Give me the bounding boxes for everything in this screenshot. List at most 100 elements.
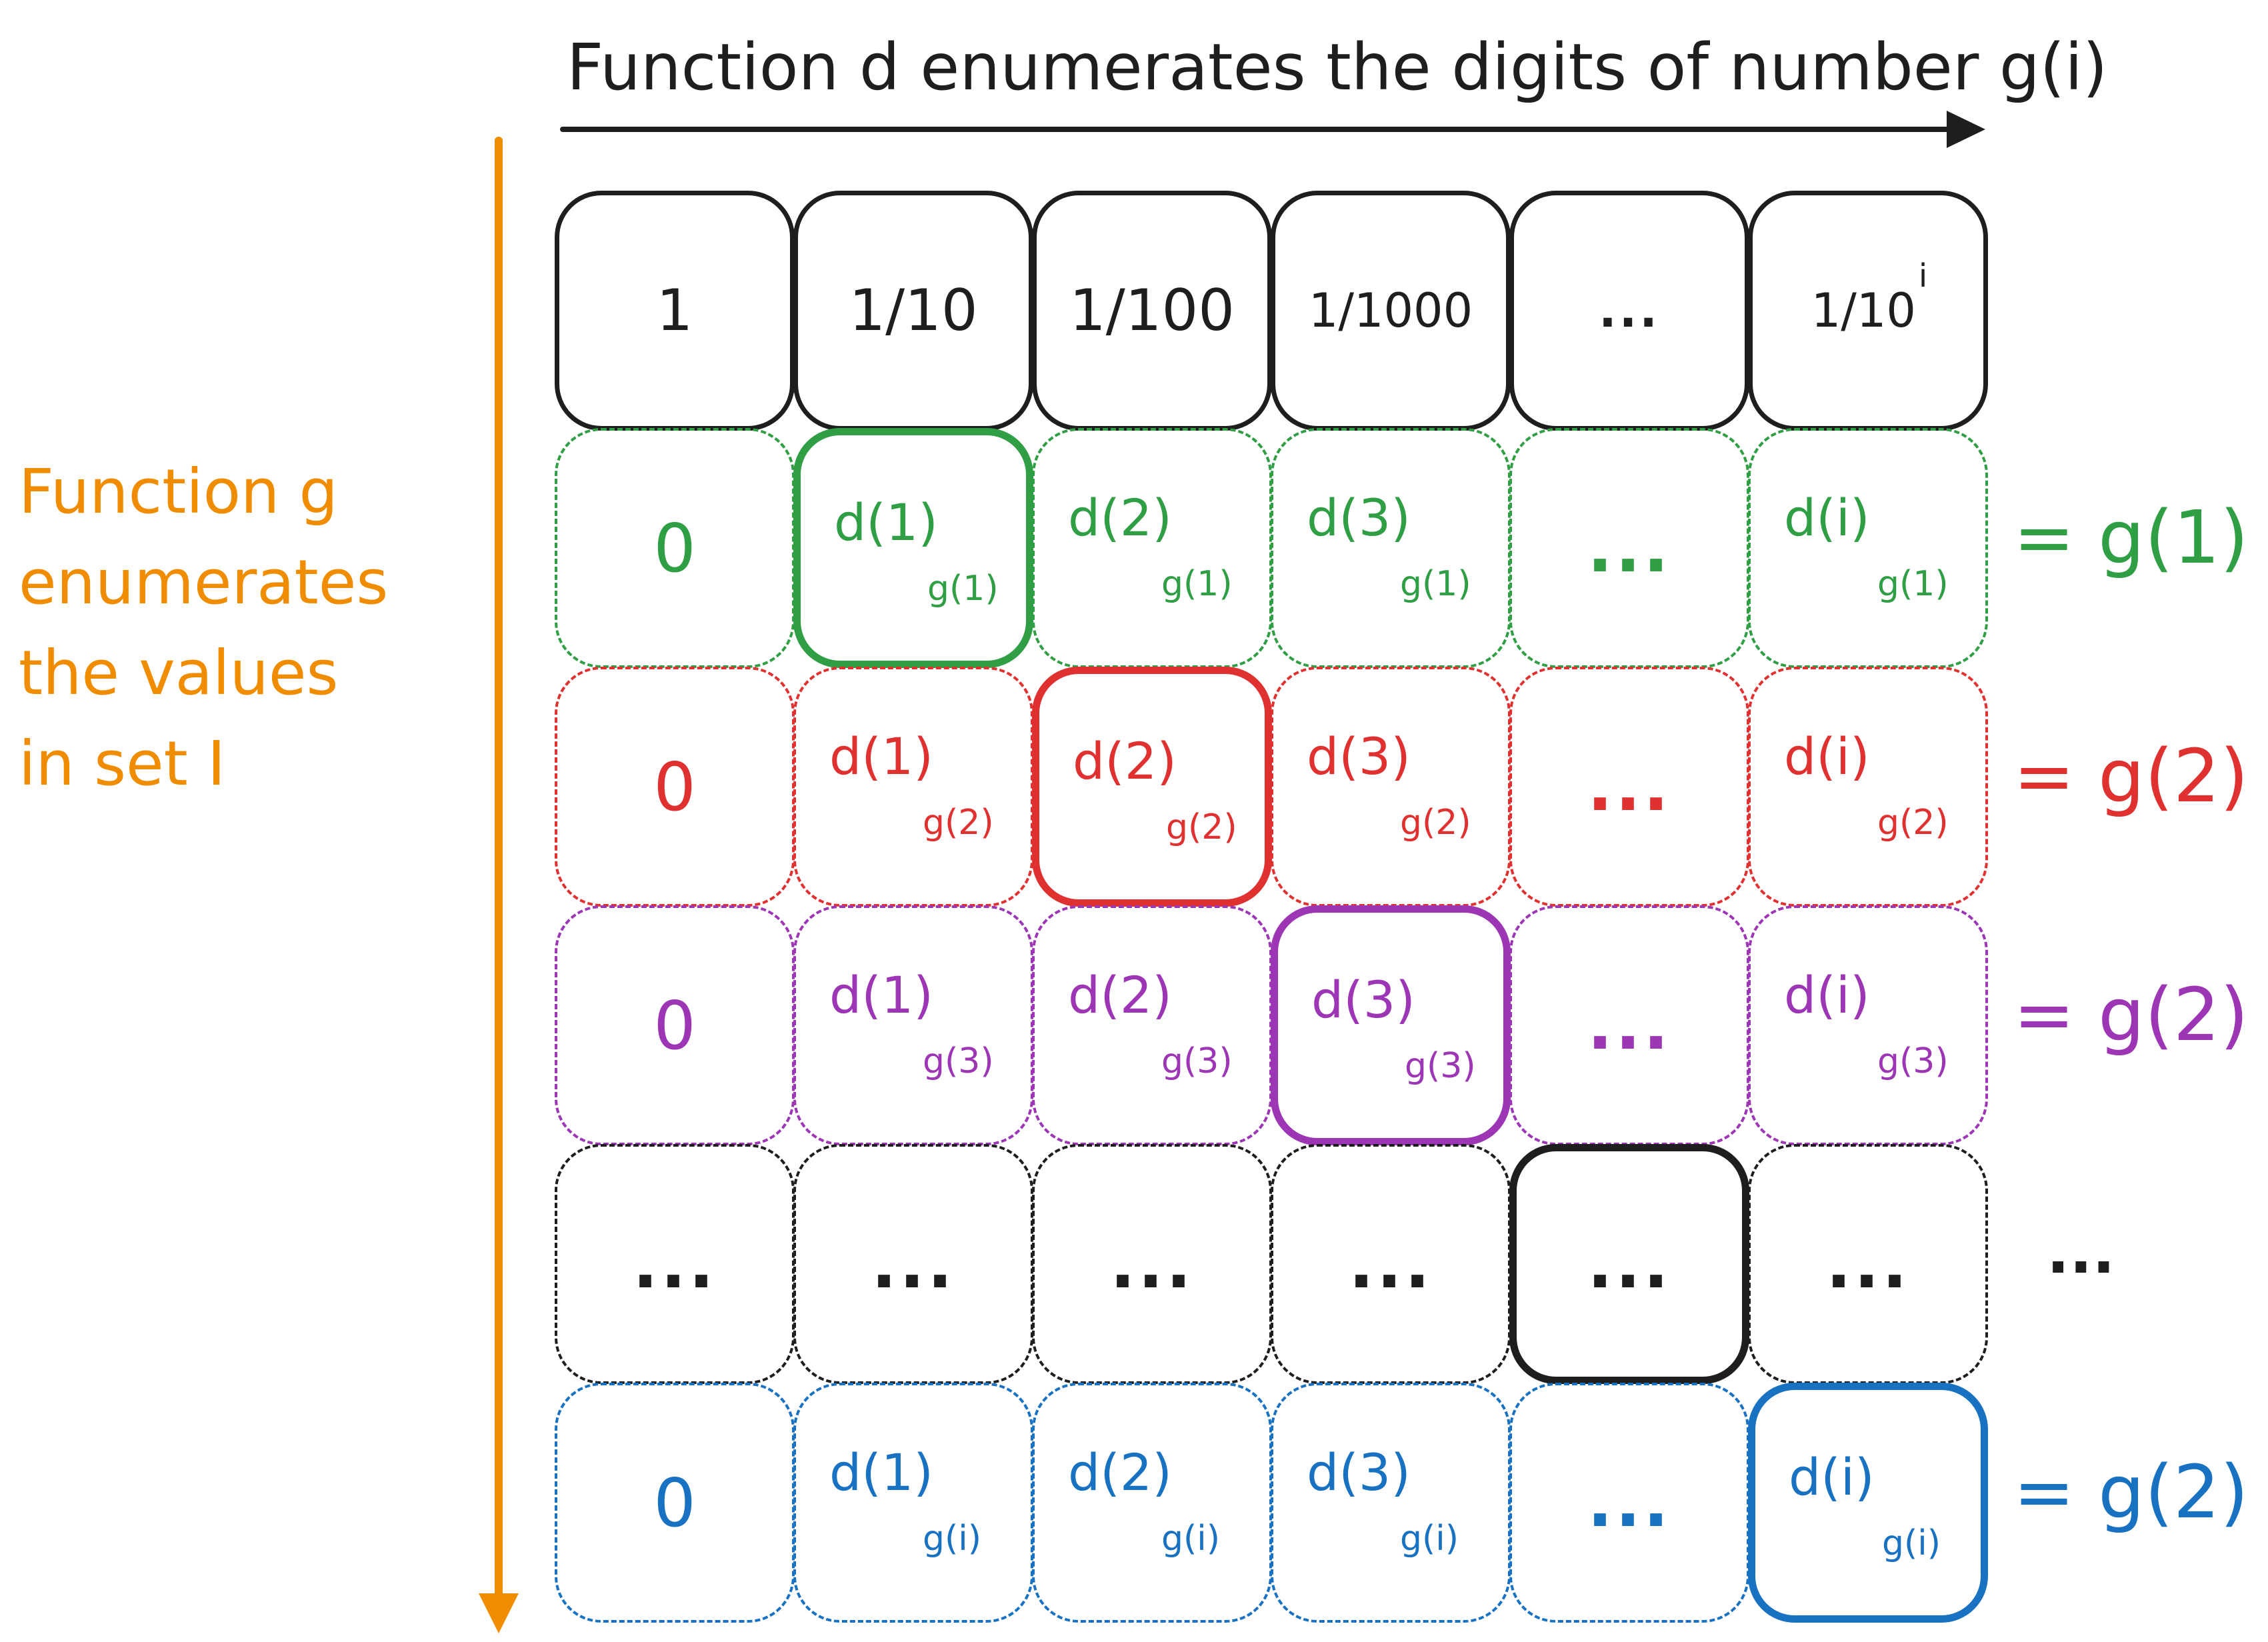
side-label-line: enumerates	[19, 547, 389, 618]
digit-term: d(i)	[1789, 1447, 1875, 1507]
digit-cell: d(1) g(3)	[793, 905, 1033, 1145]
horizontal-arrow-shaft	[560, 127, 1960, 132]
digit-cell: d(2) g(1)	[1032, 428, 1272, 668]
digit-subscript: g(3)	[1161, 1041, 1233, 1081]
digit-cell: ...	[1509, 428, 1749, 668]
ellipsis: ...	[1587, 1463, 1671, 1542]
place-value-label: 1/10	[849, 277, 978, 344]
side-label-line: in set I	[19, 728, 226, 799]
digit-cell: d(3) g(1)	[1271, 428, 1511, 668]
digit-term: d(i)	[1784, 727, 1870, 786]
place-value-label: 1	[656, 277, 693, 344]
ellipsis: ...	[1587, 986, 1671, 1065]
header-cell: 1/10i	[1748, 191, 1988, 431]
digit-subscript: g(i)	[1882, 1523, 1941, 1563]
digit-cell: d(i) g(3)	[1748, 905, 1988, 1145]
row-ellipsis: ...	[2047, 1217, 2115, 1287]
exponent-label: i	[1918, 257, 1928, 295]
integer-digit: ...	[633, 1225, 717, 1303]
digit-subscript: g(1)	[1161, 564, 1233, 604]
digit-term: d(2)	[1073, 731, 1177, 791]
ellipsis: ...	[1587, 509, 1671, 587]
digit-subscript: g(3)	[1877, 1041, 1949, 1081]
place-value-label: 1/10i	[1811, 257, 1928, 338]
row-equals-label: = g(1)	[2013, 495, 2249, 580]
digit-cell: ...	[1509, 667, 1749, 907]
digit-cell: ...	[793, 1144, 1033, 1384]
row-equals-label: = g(2)	[2013, 972, 2249, 1057]
digit-subscript: g(i)	[923, 1519, 982, 1559]
header-cell: 1/100	[1032, 191, 1272, 431]
header-cell: 1/10	[793, 191, 1033, 431]
digit-term: d(2)	[1068, 1443, 1172, 1502]
digit-cell: ...	[1748, 1144, 1988, 1384]
integer-cell: 0	[555, 1383, 795, 1623]
digit-cell: d(2) g(3)	[1032, 905, 1272, 1145]
header-cell: ...	[1509, 191, 1749, 431]
digit-term: d(1)	[829, 727, 933, 786]
place-value-label: 1/100	[1069, 277, 1235, 344]
side-label-line: Function g	[19, 456, 338, 527]
digit-cell: ...	[1032, 1144, 1272, 1384]
ellipsis: ...	[1826, 1225, 1910, 1303]
digit-subscript: g(1)	[1877, 564, 1949, 604]
digit-cell: d(i) g(1)	[1748, 428, 1988, 668]
integer-cell: 0	[555, 905, 795, 1145]
digit-term: d(2)	[1068, 965, 1172, 1025]
ellipsis: ...	[1587, 747, 1671, 826]
digit-subscript: g(2)	[923, 803, 994, 843]
digit-term: d(i)	[1784, 488, 1870, 547]
diagonal-digit-cell: d(2) g(2)	[1032, 667, 1272, 907]
digit-term: d(i)	[1784, 965, 1870, 1025]
digit-subscript: g(3)	[1405, 1046, 1476, 1086]
top-title: Function d enumerates the digits of numb…	[567, 30, 2108, 105]
digit-cell: d(1) g(i)	[793, 1383, 1033, 1623]
digit-cell: d(2) g(i)	[1032, 1383, 1272, 1623]
side-label-line: the values	[19, 637, 339, 709]
vertical-arrow-shaft	[495, 137, 503, 1597]
diagonal-digit-cell: ...	[1509, 1144, 1749, 1384]
place-value-label: 1/1000	[1308, 283, 1473, 338]
header-cell: 1/1000	[1271, 191, 1511, 431]
integer-digit: 0	[653, 747, 696, 826]
digit-subscript: g(i)	[1161, 1519, 1221, 1559]
diagonal-digit-cell: d(3) g(3)	[1271, 905, 1511, 1145]
digit-subscript: g(2)	[1166, 807, 1237, 847]
digit-term: d(1)	[834, 493, 938, 552]
digit-term: d(3)	[1307, 727, 1411, 786]
vertical-arrow-head	[479, 1593, 519, 1633]
horizontal-arrow-head	[1947, 111, 1985, 148]
integer-cell: 0	[555, 667, 795, 907]
digit-cell: ...	[1509, 1383, 1749, 1623]
row-equals-label: = g(2)	[2013, 1449, 2249, 1535]
ellipsis: ...	[1110, 1225, 1194, 1303]
ellipsis: ...	[1349, 1225, 1433, 1303]
integer-cell: 0	[555, 428, 795, 668]
ellipsis: ...	[871, 1225, 955, 1303]
digit-term: d(1)	[829, 1443, 933, 1502]
integer-digit: 0	[653, 1463, 696, 1542]
digit-cell: ...	[1271, 1144, 1511, 1384]
digit-term: d(1)	[829, 965, 933, 1025]
integer-digit: 0	[653, 509, 696, 587]
header-cell: 1	[555, 191, 795, 431]
integer-cell: ...	[555, 1144, 795, 1384]
digit-term: d(2)	[1068, 488, 1172, 547]
row-equals-label: = g(2)	[2013, 733, 2249, 819]
digit-subscript: g(1)	[1400, 564, 1471, 604]
digit-subscript: g(3)	[923, 1041, 994, 1081]
diagonal-digit-cell: d(1) g(1)	[793, 428, 1033, 668]
digit-term: d(3)	[1307, 1443, 1411, 1502]
digit-cell: ...	[1509, 905, 1749, 1145]
digit-cell: d(1) g(2)	[793, 667, 1033, 907]
digit-cell: d(3) g(2)	[1271, 667, 1511, 907]
digit-cell: d(3) g(i)	[1271, 1383, 1511, 1623]
digit-subscript: g(1)	[927, 569, 999, 609]
ellipsis: ...	[1587, 1225, 1671, 1303]
digit-subscript: g(i)	[1400, 1519, 1459, 1559]
digit-cell: d(i) g(2)	[1748, 667, 1988, 907]
integer-digit: 0	[653, 986, 696, 1065]
digit-subscript: g(2)	[1400, 803, 1471, 843]
diagonal-digit-cell: d(i) g(i)	[1748, 1383, 1988, 1623]
digit-subscript: g(2)	[1877, 803, 1949, 843]
